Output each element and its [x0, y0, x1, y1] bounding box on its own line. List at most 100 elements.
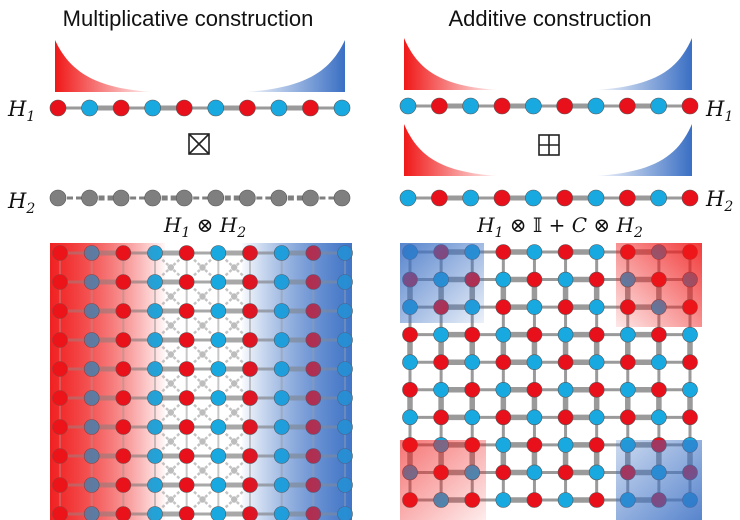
h2-left-chain — [49, 189, 351, 207]
chain-site — [431, 189, 448, 207]
left-formula: H1 ⊗ H2 — [163, 213, 246, 241]
cross-node — [167, 264, 175, 271]
lattice-site — [464, 326, 481, 343]
cross-node — [167, 293, 175, 300]
lattice-site — [464, 354, 481, 371]
h1-right-chain — [399, 97, 699, 115]
chain-site — [650, 97, 667, 115]
lattice-site — [588, 326, 605, 343]
lattice-site — [178, 245, 195, 261]
lattice-site — [495, 464, 512, 481]
lattice-site — [526, 271, 543, 288]
lattice-site — [495, 409, 512, 426]
lattice-site — [526, 244, 543, 260]
lattice-site — [210, 245, 227, 261]
chain-site — [302, 99, 319, 117]
lattice-site — [526, 326, 543, 343]
chain-site — [525, 189, 542, 207]
lattice-site — [526, 409, 543, 426]
chain-site — [302, 189, 319, 207]
lattice-site — [495, 326, 512, 343]
lattice-site — [178, 390, 195, 406]
chain-site — [681, 189, 699, 207]
lattice-site — [433, 326, 449, 343]
lattice-site — [210, 332, 227, 348]
right-red-profile-1 — [404, 38, 498, 90]
cross-node — [199, 264, 206, 271]
cross-node — [199, 438, 206, 445]
chain-site — [587, 189, 605, 207]
lattice-site — [588, 492, 605, 508]
chain-site — [270, 189, 288, 207]
h2-left-label: H2 — [7, 189, 35, 217]
cross-node — [167, 438, 175, 445]
chain-site — [587, 97, 605, 115]
chain-site — [493, 97, 511, 115]
left-title: Multiplicative construction — [63, 6, 314, 31]
lattice-site — [588, 437, 605, 453]
chain-site — [207, 189, 225, 207]
chain-site — [175, 99, 193, 117]
lattice-site — [433, 409, 449, 426]
cross-node — [167, 496, 175, 503]
lattice-site — [526, 492, 543, 508]
lattice-site — [588, 464, 605, 481]
lattice-site — [495, 271, 512, 288]
lattice-site — [682, 409, 698, 426]
chain-site — [619, 189, 636, 207]
chain-site — [112, 189, 130, 207]
multiplicative-lattice — [50, 243, 353, 520]
lattice-site — [557, 437, 574, 453]
lattice-site — [682, 381, 698, 398]
lattice-site — [210, 390, 227, 406]
chain-site — [112, 99, 130, 117]
chain-site — [399, 97, 417, 115]
lattice-site — [588, 409, 605, 426]
lattice-site — [619, 354, 636, 371]
chain-site — [239, 99, 256, 117]
additive-lattice — [400, 243, 702, 520]
cross-node — [230, 351, 238, 358]
lattice-site — [588, 244, 605, 260]
chains — [49, 97, 699, 207]
lattice-site — [557, 244, 574, 260]
lattice-site — [588, 354, 605, 371]
lattice-site — [495, 244, 512, 260]
lattice-site — [526, 354, 543, 371]
lattice-site — [178, 448, 195, 464]
chain-site — [49, 99, 67, 117]
lattice-site — [495, 354, 512, 371]
right-red-profile-2 — [404, 124, 498, 176]
chain-site — [333, 189, 351, 207]
lattice-site — [178, 419, 195, 435]
lattice-site — [464, 381, 481, 398]
chain-site — [207, 99, 225, 117]
cross-node — [199, 496, 206, 503]
lattice-site — [402, 326, 418, 343]
lattice-site — [464, 409, 481, 426]
lattice-site — [682, 354, 698, 371]
cross-node — [230, 322, 238, 329]
cross-node — [230, 467, 238, 474]
lattice-site — [588, 271, 605, 288]
left-red-profile — [55, 40, 152, 92]
chain-site — [556, 189, 573, 207]
right-blue-profile-1 — [596, 38, 692, 90]
h2-right-chain — [399, 189, 699, 207]
lattice-site — [557, 409, 574, 426]
cross-node — [230, 496, 238, 503]
lattice-site — [210, 477, 227, 493]
lattice-site — [526, 464, 543, 481]
box-plus-icon — [538, 134, 560, 156]
lattice-site — [557, 354, 574, 371]
lattice-site — [178, 274, 195, 290]
chain-site — [333, 99, 351, 117]
lattice-site — [210, 448, 227, 464]
lattice-site — [402, 354, 418, 371]
lattice-site — [557, 326, 574, 343]
cross-node — [230, 264, 238, 271]
lattice-site — [402, 381, 418, 398]
blue-edge-overlay — [242, 243, 352, 520]
lattice-site — [433, 381, 449, 398]
cross-node — [167, 380, 175, 387]
